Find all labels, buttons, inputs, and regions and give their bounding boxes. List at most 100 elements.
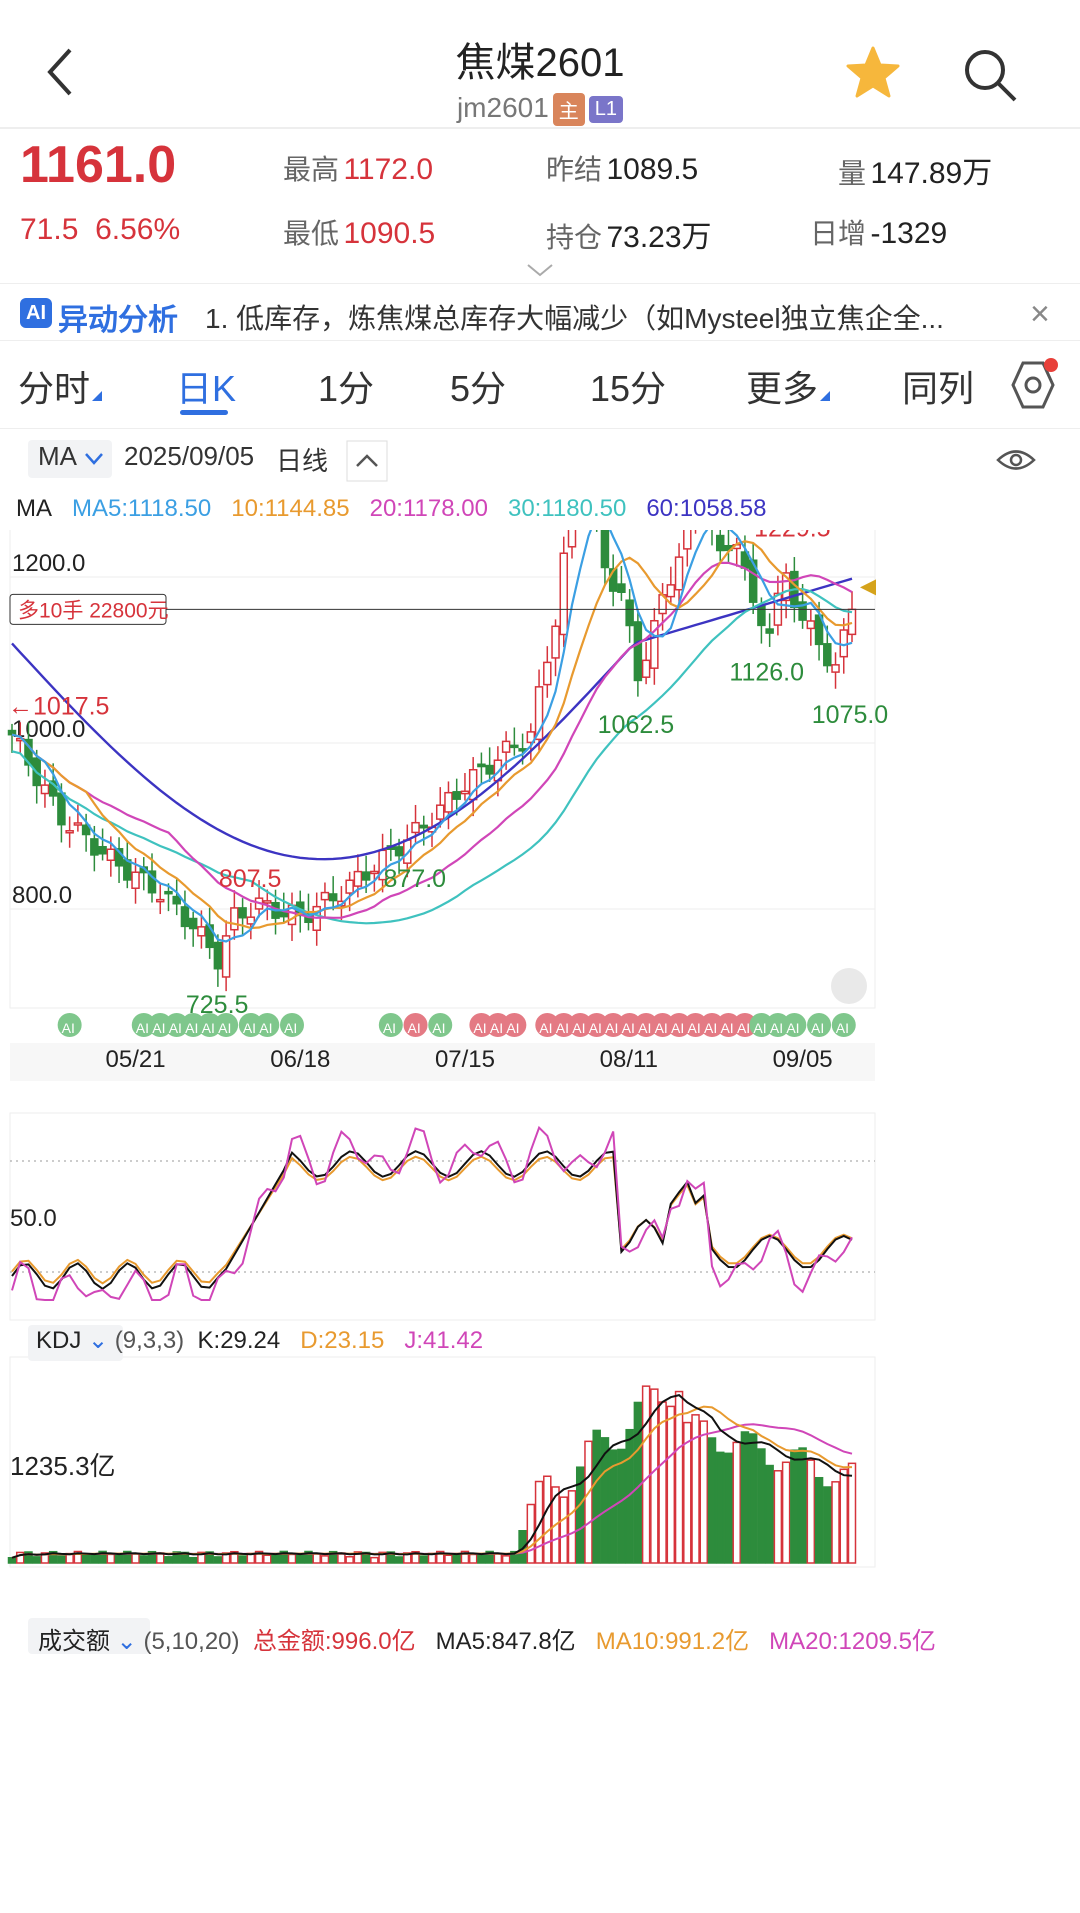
ai-marker-label: AI [202, 1020, 215, 1036]
oi-label: 持仓 [546, 222, 603, 253]
volume-bar [131, 1552, 140, 1564]
candle-body [370, 870, 379, 875]
candle-body [320, 891, 330, 901]
ai-marker-icon [749, 1013, 774, 1037]
ai-marker-label: AI [408, 1020, 421, 1036]
price-marker-icon [860, 579, 876, 596]
volume-bar [205, 1551, 214, 1564]
ai-marker-icon [164, 1013, 189, 1037]
ai-marker-icon [148, 1013, 173, 1037]
chevron-down-icon [85, 453, 103, 465]
candle-body [781, 572, 791, 602]
page-title: 焦煤2601 [455, 41, 625, 85]
volume-bar [468, 1553, 478, 1564]
tab-timeshare[interactable]: 分时 [18, 360, 103, 412]
expand-chevron-icon[interactable] [525, 262, 555, 278]
tab-1min[interactable]: 1分 [318, 368, 375, 409]
fullscreen-icon [831, 968, 867, 1004]
candle-body [435, 804, 445, 820]
volume-bar [386, 1551, 396, 1564]
volume-bar [73, 1550, 83, 1564]
ai-marker-icon [280, 1013, 304, 1037]
kline-frame [9, 530, 876, 1009]
candle-body [353, 870, 363, 887]
date-axis-band [10, 1043, 875, 1081]
ai-marker-label: AI [62, 1020, 75, 1036]
volume-bar [411, 1550, 420, 1564]
ai-marker-icon [469, 1013, 494, 1037]
ai-marker-icon [716, 1013, 741, 1037]
volume-bar [164, 1556, 173, 1564]
ai-marker-icon [650, 1013, 675, 1037]
kdj-legend: KDJ ⌄ (9,3,3) K:29.24 D:23.15 J:41.42 [36, 1327, 484, 1354]
candle-body [650, 619, 659, 669]
volume-bar [32, 1556, 41, 1564]
dropdown-corner-icon [92, 391, 103, 401]
candle-body [798, 601, 807, 621]
volume-bar [691, 1414, 700, 1564]
back-icon[interactable] [42, 42, 82, 102]
ai-marker-icon [197, 1013, 222, 1037]
volume-bar [543, 1475, 552, 1564]
volume-bar [378, 1551, 387, 1564]
high-value: 1172.0 [343, 153, 433, 186]
candle-body [238, 907, 247, 919]
candle-body [230, 907, 239, 931]
volume-bar [600, 1437, 610, 1564]
open-interest-stat: 持仓 73.23万 [546, 212, 712, 256]
kdj-k-line [11, 1150, 853, 1291]
candle-body [106, 848, 116, 862]
candle-body [40, 784, 50, 795]
ai-marker-icon [551, 1013, 576, 1037]
ai-marker-label: AI [136, 1020, 149, 1036]
daily-inc-value: -1329 [870, 217, 948, 250]
volume-bar [575, 1466, 585, 1564]
ai-marker-icon [535, 1013, 560, 1037]
eye-icon[interactable] [996, 445, 1036, 475]
chevron-up-icon[interactable] [346, 440, 388, 482]
volume-select[interactable] [28, 1618, 150, 1654]
price-axis-label: 1200.0 [12, 550, 85, 577]
star-icon[interactable] [845, 45, 901, 101]
candle-body [748, 559, 758, 603]
settings-icon[interactable] [1003, 355, 1063, 415]
ai-marker-label: AI [589, 1020, 602, 1036]
ai-marker-icon [57, 1013, 82, 1037]
ai-marker-label: AI [432, 1020, 445, 1036]
volume-bar [773, 1470, 783, 1564]
candle-body [715, 534, 725, 552]
candle-body [411, 821, 420, 834]
candle-body [24, 738, 33, 766]
volume-bar [81, 1554, 91, 1564]
ma30-value: 30:1180.50 [507, 495, 627, 522]
volume-bar [650, 1388, 659, 1564]
tab-5min[interactable]: 5分 [450, 368, 507, 409]
kdj-select[interactable] [28, 1325, 123, 1361]
volume-bar [510, 1550, 519, 1564]
candle-body [633, 621, 643, 682]
tab-same-column[interactable]: 同列 [902, 368, 975, 409]
volume-bar [485, 1550, 494, 1564]
ai-analysis-text[interactable]: 1. 低库存，炼焦煤总库存大幅减少（如Mysteel独立焦企全... [205, 303, 944, 334]
ai-marker-icon [378, 1013, 403, 1037]
candle-body [839, 629, 849, 658]
volume-bar [740, 1431, 750, 1564]
volume-bar [699, 1420, 709, 1564]
volume-bar [279, 1550, 289, 1564]
volume-bar [790, 1449, 799, 1564]
close-icon[interactable]: × [1030, 295, 1050, 333]
tab-daily-k[interactable]: 日K [176, 368, 237, 409]
candle-body [65, 830, 74, 834]
ai-marker-icon [617, 1013, 642, 1037]
ai-analysis-title[interactable]: 异动分析 [58, 304, 178, 337]
volume-bar [724, 1452, 733, 1564]
tab-more[interactable]: 更多 [746, 360, 831, 412]
active-tab-indicator [180, 410, 228, 415]
candle-body [172, 895, 181, 905]
l1-badge: L1 [588, 96, 624, 124]
price-annotation: 1126.0 [729, 658, 804, 686]
search-icon[interactable] [960, 45, 1020, 105]
tab-15min[interactable]: 15分 [590, 368, 667, 409]
volume-bar [781, 1461, 791, 1564]
